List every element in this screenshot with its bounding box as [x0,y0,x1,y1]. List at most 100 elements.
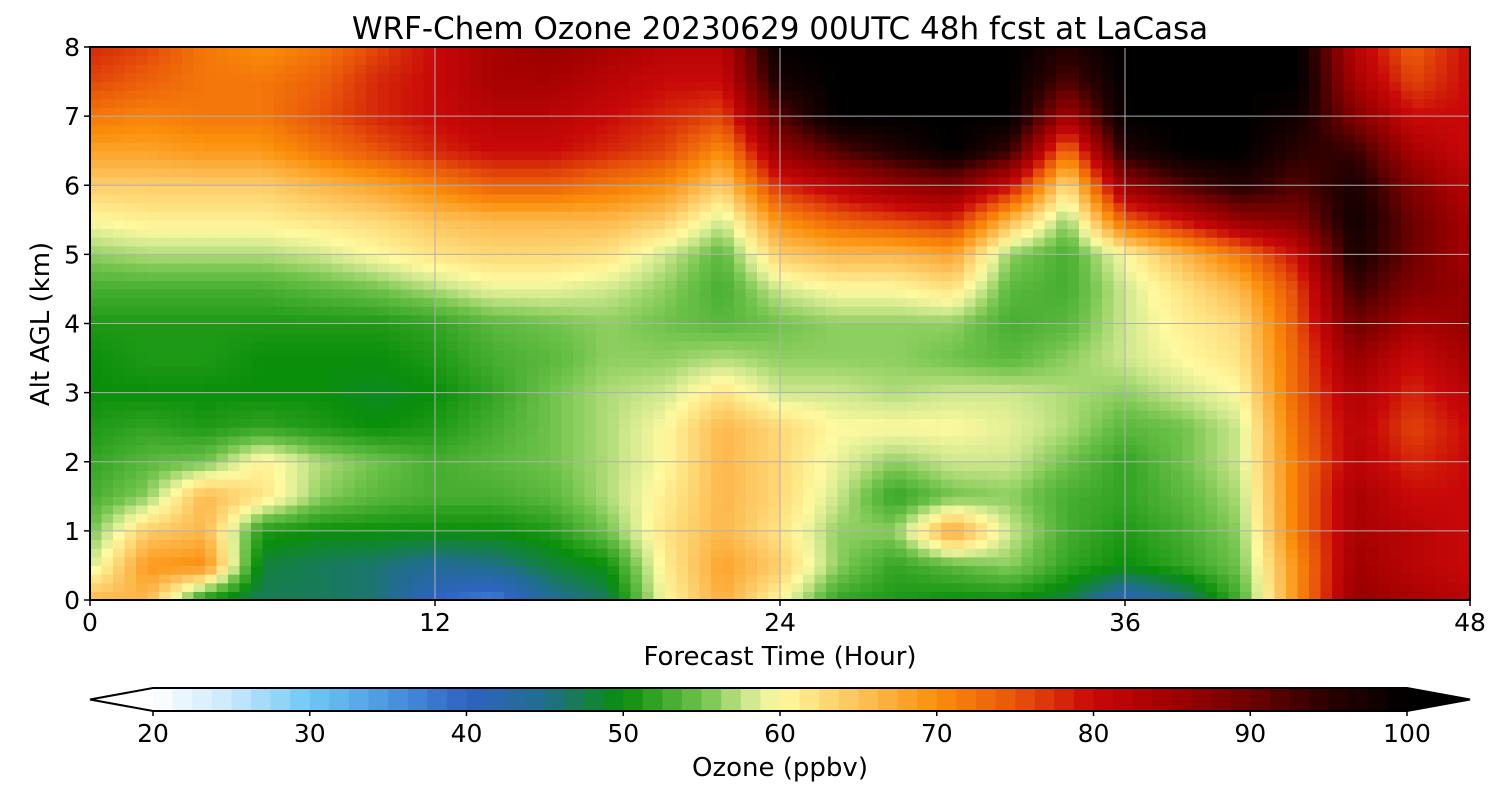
heatmap-cell [699,280,712,290]
heatmap-cell [1366,314,1379,325]
heatmap-cell [1113,453,1126,463]
heatmap-cell [354,314,367,325]
heatmap-cell [216,392,229,402]
heatmap-cell [308,556,321,567]
heatmap-cell [274,487,287,497]
heatmap-cell [1033,582,1046,592]
heatmap-cell [182,522,195,532]
heatmap-cell [1286,288,1299,299]
heatmap-cell [1056,409,1069,420]
heatmap-cell [1125,332,1138,342]
heatmap-cell [1090,496,1103,506]
heatmap-cell [998,453,1011,463]
heatmap-cell [320,254,333,264]
heatmap-cell [584,487,597,497]
heatmap-cell [757,271,770,281]
heatmap-cell [688,539,701,549]
heatmap-cell [492,271,505,281]
heatmap-cell [101,574,114,584]
heatmap-cell [987,280,1000,290]
heatmap-cell [803,358,816,368]
heatmap-cell [1159,427,1172,437]
heatmap-cell [193,383,206,394]
heatmap-cell [550,574,563,584]
heatmap-cell [607,565,620,575]
heatmap-cell [791,522,804,532]
heatmap-cell [1067,409,1080,420]
heatmap-cell [814,237,827,247]
heatmap-cell [688,288,701,299]
heatmap-cell [860,418,873,428]
heatmap-cell [1148,271,1161,281]
heatmap-cell [389,418,402,428]
heatmap-cell [1228,375,1241,385]
heatmap-cell [1297,323,1310,333]
heatmap-cell [952,349,965,359]
heatmap-cell [768,271,781,281]
heatmap-cell [1263,565,1276,575]
heatmap-cell [768,496,781,506]
heatmap-cell [90,288,103,299]
heatmap-cell [711,574,724,584]
heatmap-cell [538,409,551,420]
heatmap-cell [596,591,609,600]
heatmap-cell [1010,306,1023,316]
heatmap-cell [1343,461,1356,471]
heatmap-cell [883,548,896,558]
heatmap-cell [1286,470,1299,480]
heatmap-cell [136,375,149,385]
heatmap-cell [331,574,344,584]
heatmap-cell [1378,470,1391,480]
heatmap-cell [366,513,379,523]
heatmap-cell [1424,513,1437,523]
heatmap-cell [699,582,712,592]
heatmap-cell [699,444,712,454]
heatmap-cell [596,530,609,541]
heatmap-cell [1343,401,1356,411]
heatmap-cell [1148,496,1161,506]
heatmap-cell [998,306,1011,316]
heatmap-cell [883,263,896,273]
heatmap-cell [423,453,436,463]
heatmap-cell [826,522,839,532]
heatmap-cell [1458,271,1470,281]
heatmap-cell [975,254,988,264]
heatmap-cell [688,470,701,480]
heatmap-cell [193,409,206,420]
heatmap-cell [1458,479,1470,489]
heatmap-cell [297,461,310,471]
heatmap-cell [216,366,229,376]
heatmap-cell [906,548,919,558]
heatmap-cell [239,479,252,489]
heatmap-cell [193,288,206,299]
heatmap-cell [274,574,287,584]
heatmap-cell [1435,306,1448,316]
heatmap-cell [481,349,494,359]
heatmap-cell [412,496,425,506]
heatmap-cell [1090,254,1103,264]
heatmap-cell [1286,401,1299,411]
heatmap-cell [1447,401,1460,411]
heatmap-cell [1378,383,1391,394]
heatmap-cell [193,401,206,411]
heatmap-cell [113,375,126,385]
heatmap-cell [1217,401,1230,411]
heatmap-cell [906,418,919,428]
heatmap-cell [389,271,402,281]
heatmap-cell [630,487,643,497]
heatmap-cell [757,358,770,368]
heatmap-cell [297,565,310,575]
heatmap-cell [780,306,793,316]
heatmap-cell [1079,513,1092,523]
heatmap-cell [1286,522,1299,532]
heatmap-cell [1217,504,1230,515]
heatmap-cell [952,237,965,247]
heatmap-cell [1263,280,1276,290]
heatmap-cell [1194,522,1207,532]
heatmap-cell [1067,349,1080,359]
heatmap-cell [262,340,275,351]
heatmap-cell [1228,288,1241,299]
heatmap-cell [688,237,701,247]
heatmap-cell [987,340,1000,351]
